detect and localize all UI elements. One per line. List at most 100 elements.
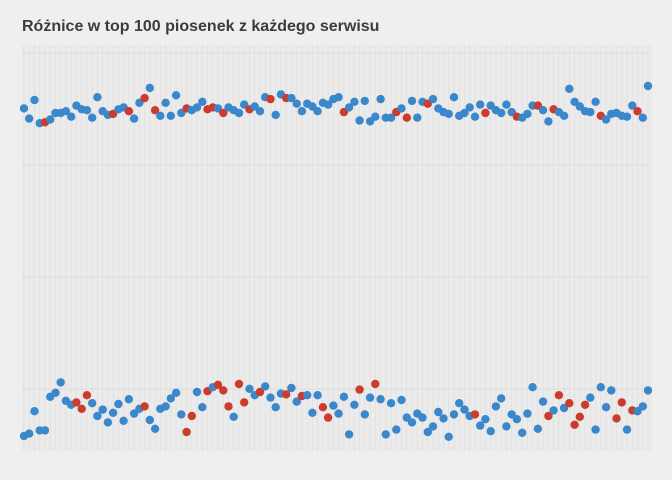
lower-band-point xyxy=(308,408,317,417)
upper-band-point xyxy=(198,97,207,107)
upper-band-point xyxy=(129,114,139,123)
lower-band-point xyxy=(240,398,249,407)
lower-band-point xyxy=(25,429,34,438)
upper-band-point xyxy=(449,93,459,102)
lower-band-point xyxy=(580,400,590,409)
lower-band-point xyxy=(124,395,134,404)
upper-band-point xyxy=(407,96,417,106)
lower-band-point xyxy=(512,415,522,424)
upper-band-point xyxy=(145,83,154,93)
lower-band-point xyxy=(177,410,186,419)
lower-band-point xyxy=(586,393,595,402)
upper-band-point xyxy=(481,108,490,118)
lower-band-point xyxy=(423,427,432,437)
lower-band-point xyxy=(187,411,196,421)
lower-band-point xyxy=(282,390,291,399)
upper-band-point xyxy=(465,103,474,112)
upper-band-point xyxy=(61,107,71,116)
upper-band-point xyxy=(360,96,369,106)
lower-band-point xyxy=(98,405,107,414)
lower-band-point xyxy=(544,411,553,421)
lower-band-point xyxy=(56,378,65,387)
lower-band-point xyxy=(570,420,579,429)
lower-band-point xyxy=(444,432,453,441)
lower-band-point xyxy=(292,397,301,406)
lower-band-point xyxy=(150,424,160,433)
lower-band-point xyxy=(140,402,149,411)
lower-band-point xyxy=(549,406,558,415)
lower-band-point xyxy=(245,384,254,393)
upper-band-point xyxy=(565,84,574,94)
lower-band-point xyxy=(255,387,265,397)
lower-band-point xyxy=(88,399,97,408)
upper-band-point xyxy=(350,97,359,107)
upper-band-point xyxy=(140,93,149,103)
lower-band-point xyxy=(171,388,181,397)
lower-band-point xyxy=(523,409,532,418)
upper-band-point xyxy=(334,93,343,102)
lower-band-point xyxy=(40,426,50,435)
lower-band-point xyxy=(166,394,175,403)
lower-band-point xyxy=(418,413,427,422)
lower-band-point xyxy=(407,418,417,427)
upper-band-point xyxy=(192,103,202,112)
upper-band-point xyxy=(591,97,600,107)
lower-band-point xyxy=(114,399,123,409)
lower-band-point xyxy=(329,401,338,410)
lower-band-point xyxy=(271,403,280,412)
lower-band-point xyxy=(381,430,390,439)
upper-band-point xyxy=(586,107,595,117)
lower-band-point xyxy=(376,395,385,404)
upper-band-point xyxy=(413,113,422,122)
upper-band-point xyxy=(444,109,453,119)
upper-band-point xyxy=(476,100,485,109)
upper-band-point xyxy=(355,116,364,125)
lower-band-point xyxy=(303,391,312,400)
upper-band-point xyxy=(544,117,553,126)
lower-band-point xyxy=(119,416,128,425)
upper-band-point xyxy=(523,109,532,119)
lower-band-point xyxy=(449,410,459,419)
lower-band-point xyxy=(622,425,632,434)
upper-band-point xyxy=(601,115,611,124)
lower-band-point xyxy=(234,379,244,389)
lower-band-point xyxy=(313,391,322,400)
lower-band-point xyxy=(365,393,375,402)
lower-band-point xyxy=(108,408,118,417)
lower-band-point xyxy=(386,399,396,408)
lower-band-point xyxy=(51,388,60,397)
upper-band-point xyxy=(538,106,548,115)
lower-band-point xyxy=(266,393,275,402)
lower-band-point xyxy=(224,402,233,411)
upper-band-point xyxy=(82,106,92,115)
lower-band-point xyxy=(219,386,228,395)
upper-band-point xyxy=(30,95,39,105)
upper-band-point xyxy=(638,113,647,122)
lower-band-point xyxy=(612,414,621,423)
lower-band-point xyxy=(538,397,548,406)
lower-band-point xyxy=(607,386,616,395)
lower-band-point xyxy=(591,425,600,434)
upper-band-point xyxy=(344,103,354,112)
upper-band-point xyxy=(25,114,34,123)
lower-band-point xyxy=(428,422,438,431)
upper-band-point xyxy=(255,107,265,116)
lower-band-point xyxy=(518,428,527,437)
upper-band-point xyxy=(234,108,244,118)
lower-band-point xyxy=(350,400,359,409)
lower-band-point xyxy=(397,395,406,405)
lower-band-point xyxy=(323,413,333,422)
lower-band-point xyxy=(287,383,296,393)
lower-band-point xyxy=(82,391,92,400)
lower-band-point xyxy=(72,398,81,407)
lower-band-point xyxy=(486,427,495,436)
upper-band-point xyxy=(323,100,333,109)
lower-band-point xyxy=(261,382,270,391)
lower-band-point xyxy=(103,418,113,427)
data-points xyxy=(19,81,653,441)
upper-band-point xyxy=(88,113,97,122)
upper-band-point xyxy=(428,94,438,104)
lower-band-point xyxy=(392,425,401,434)
lower-band-point xyxy=(502,422,511,431)
